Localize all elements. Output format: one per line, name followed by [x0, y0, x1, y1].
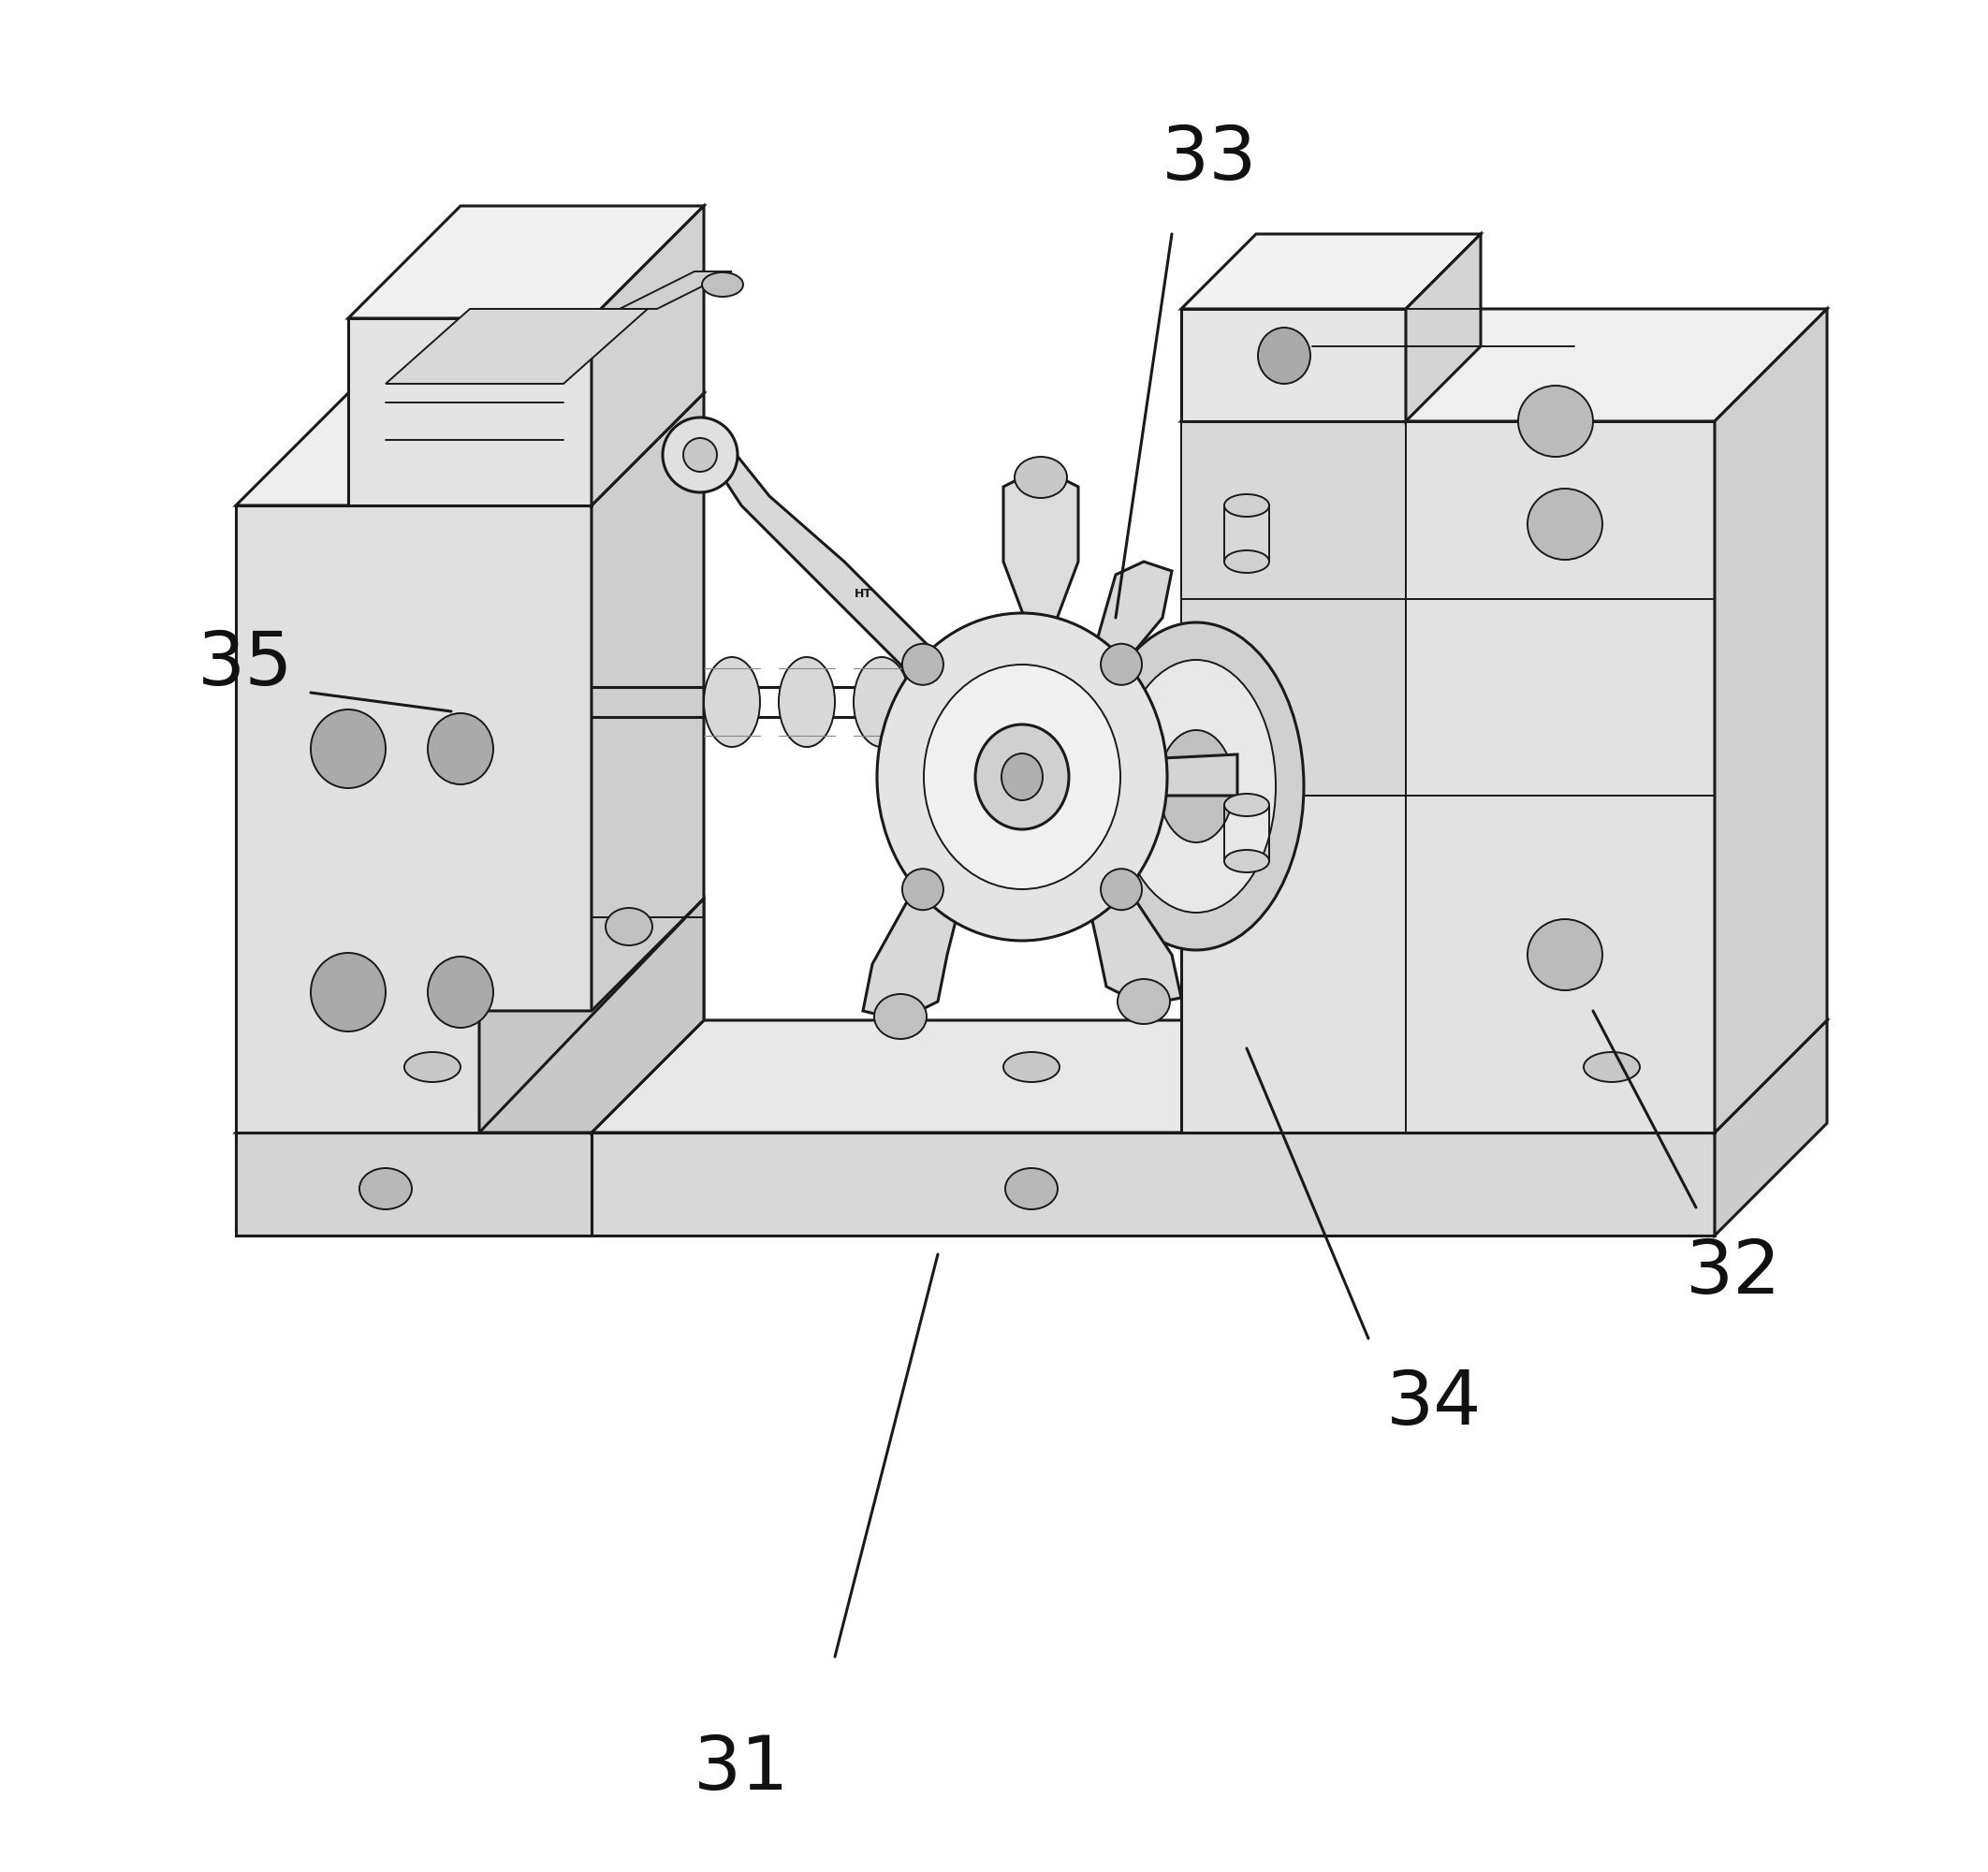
Ellipse shape	[1159, 730, 1235, 842]
Ellipse shape	[924, 665, 1121, 889]
Text: 32: 32	[1686, 1236, 1781, 1310]
Ellipse shape	[684, 438, 718, 472]
Ellipse shape	[1225, 550, 1268, 573]
Text: HT: HT	[855, 588, 873, 599]
Ellipse shape	[704, 657, 759, 747]
Ellipse shape	[877, 614, 1167, 940]
Polygon shape	[1406, 234, 1481, 421]
Ellipse shape	[1225, 794, 1268, 816]
Ellipse shape	[779, 657, 835, 747]
Ellipse shape	[1101, 644, 1141, 685]
Polygon shape	[1716, 309, 1827, 1133]
Ellipse shape	[903, 644, 944, 685]
Text: 33: 33	[1161, 124, 1256, 195]
Polygon shape	[1163, 754, 1237, 796]
Ellipse shape	[1258, 328, 1310, 384]
Ellipse shape	[702, 271, 744, 296]
Ellipse shape	[310, 953, 386, 1031]
Polygon shape	[1004, 468, 1077, 636]
Ellipse shape	[875, 994, 926, 1039]
Polygon shape	[592, 393, 704, 1133]
Ellipse shape	[1225, 494, 1268, 517]
Ellipse shape	[1225, 850, 1268, 872]
Ellipse shape	[360, 1168, 412, 1209]
Polygon shape	[620, 271, 732, 309]
Polygon shape	[348, 206, 704, 318]
Polygon shape	[479, 899, 704, 1133]
Polygon shape	[348, 318, 592, 505]
Polygon shape	[592, 206, 704, 505]
Ellipse shape	[310, 709, 386, 788]
Ellipse shape	[1006, 1168, 1058, 1209]
Polygon shape	[1087, 562, 1171, 674]
Polygon shape	[1181, 309, 1827, 421]
Polygon shape	[1181, 421, 1716, 1133]
Polygon shape	[1181, 421, 1406, 796]
Polygon shape	[237, 393, 704, 505]
Text: 34: 34	[1386, 1367, 1481, 1441]
Ellipse shape	[1117, 661, 1276, 914]
Ellipse shape	[404, 1052, 461, 1082]
Polygon shape	[237, 1133, 1716, 1236]
Ellipse shape	[606, 908, 652, 945]
Polygon shape	[863, 880, 966, 1020]
Ellipse shape	[427, 957, 493, 1028]
Ellipse shape	[662, 417, 738, 492]
Ellipse shape	[1117, 979, 1171, 1024]
Ellipse shape	[1004, 1052, 1060, 1082]
Ellipse shape	[1584, 1052, 1640, 1082]
Ellipse shape	[1519, 386, 1592, 457]
Ellipse shape	[1527, 489, 1602, 560]
Ellipse shape	[853, 657, 911, 747]
Ellipse shape	[1101, 869, 1141, 910]
Ellipse shape	[976, 724, 1070, 829]
Polygon shape	[237, 1133, 592, 1236]
Polygon shape	[1181, 234, 1481, 309]
Polygon shape	[1181, 309, 1406, 421]
Polygon shape	[1081, 870, 1181, 1005]
Polygon shape	[237, 1020, 1827, 1133]
Ellipse shape	[1089, 622, 1304, 951]
Polygon shape	[714, 449, 946, 687]
Polygon shape	[1716, 1020, 1827, 1236]
Ellipse shape	[903, 869, 944, 910]
Ellipse shape	[918, 663, 976, 741]
Ellipse shape	[427, 713, 493, 784]
Ellipse shape	[1014, 457, 1068, 498]
Polygon shape	[386, 309, 648, 384]
Ellipse shape	[1527, 919, 1602, 990]
Polygon shape	[237, 505, 592, 1133]
Ellipse shape	[1002, 753, 1042, 801]
Text: 35: 35	[197, 629, 292, 700]
Text: 31: 31	[694, 1733, 789, 1805]
